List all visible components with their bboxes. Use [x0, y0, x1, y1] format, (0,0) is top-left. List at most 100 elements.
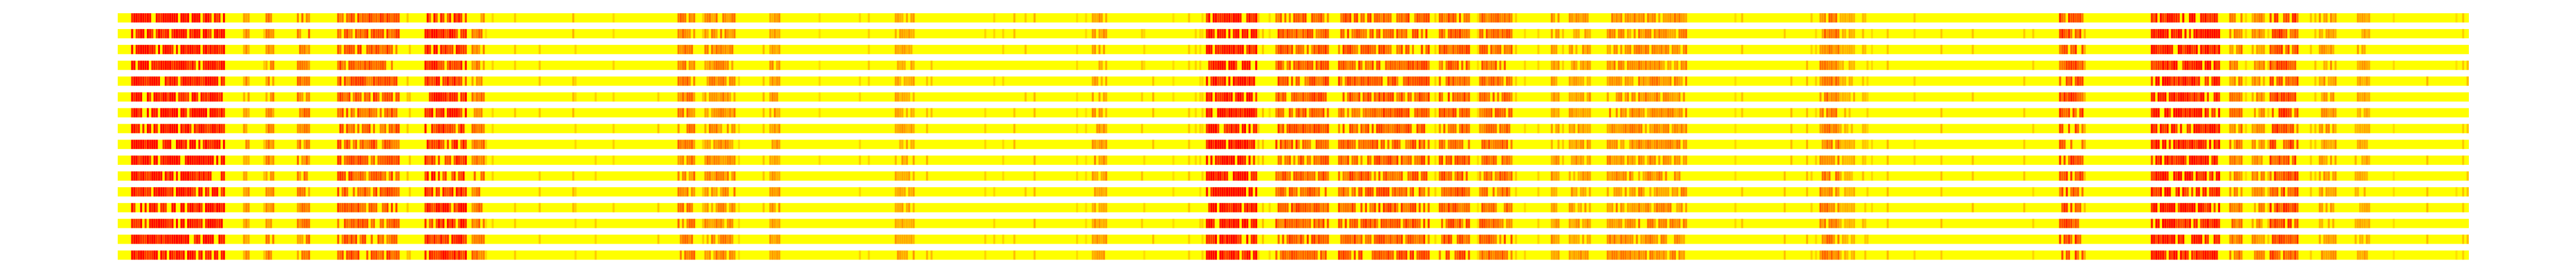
heatmap-cell	[460, 187, 463, 197]
heatmap-cell	[155, 171, 158, 181]
heatmap-cell	[2216, 92, 2218, 102]
heatmap-cell	[1508, 124, 1511, 134]
heatmap-cell	[1324, 76, 1327, 86]
heatmap-cell	[2157, 187, 2160, 197]
heatmap-cell	[476, 76, 478, 86]
heatmap-cell	[711, 28, 714, 38]
heatmap-cell	[1831, 202, 1833, 212]
heatmap-cell	[1461, 60, 1464, 70]
heatmap-cell	[185, 92, 187, 102]
heatmap-cell	[612, 124, 615, 134]
heatmap-cell	[2285, 171, 2288, 181]
heatmap-cell	[1642, 187, 1645, 197]
heatmap-cell	[351, 60, 353, 70]
heatmap-cell	[2251, 140, 2254, 150]
heatmap-cell	[1492, 60, 1495, 70]
heatmap-cell	[1306, 187, 1309, 197]
heatmap-cell	[375, 76, 378, 86]
heatmap-cell	[207, 92, 210, 102]
heatmap-cell	[693, 28, 696, 38]
heatmap-cell	[299, 171, 302, 181]
heatmap-cell	[157, 44, 160, 54]
heatmap-cell	[362, 60, 364, 70]
heatmap-cell	[2209, 44, 2212, 54]
heatmap-cell	[1575, 92, 1578, 102]
heatmap-cell	[456, 108, 458, 118]
heatmap-cell	[1871, 202, 1874, 212]
heatmap-cell	[2327, 44, 2330, 54]
heatmap-cell	[453, 108, 456, 118]
heatmap-cell	[1405, 187, 1407, 197]
heatmap-cell	[684, 28, 686, 38]
heatmap-cell	[1385, 171, 1388, 181]
heatmap-cell	[1561, 44, 1564, 54]
heatmap-cell	[1658, 171, 1661, 181]
heatmap-cell	[2180, 108, 2182, 118]
heatmap-cell	[2292, 187, 2294, 197]
heatmap-cell	[180, 202, 183, 212]
heatmap-cell	[353, 60, 355, 70]
heatmap-cell	[1407, 108, 1410, 118]
heatmap-cell	[2366, 13, 2368, 22]
heatmap-cell	[1237, 108, 1239, 118]
heatmap-cell	[1665, 28, 1667, 38]
heatmap-cell	[1655, 44, 1659, 54]
heatmap-cell	[223, 44, 226, 54]
heatmap-cell	[910, 187, 913, 197]
heatmap-cell	[711, 60, 714, 70]
heatmap-cell	[704, 13, 707, 22]
heatmap-cell	[1584, 202, 1587, 212]
heatmap-cell	[194, 171, 196, 181]
heatmap-cell	[1275, 187, 1278, 197]
heatmap-cell	[1423, 60, 1425, 70]
heatmap-cell	[776, 156, 778, 165]
heatmap-cell	[171, 60, 174, 70]
heatmap-cell	[1629, 187, 1632, 197]
heatmap-cell	[1411, 202, 1414, 212]
heatmap-cell	[440, 124, 442, 134]
heatmap-cell	[296, 171, 299, 181]
heatmap-cell	[136, 187, 138, 197]
heatmap-cell	[1244, 108, 1247, 118]
heatmap-cell	[1553, 13, 1556, 22]
heatmap-cell	[346, 92, 349, 102]
heatmap-cell	[2319, 44, 2321, 54]
heatmap-cell	[478, 108, 481, 118]
heatmap-cell	[354, 28, 357, 38]
heatmap-cell	[1463, 13, 1466, 22]
heatmap-cell	[1392, 156, 1394, 165]
heatmap-cell	[682, 108, 685, 118]
heatmap-cell	[726, 156, 729, 165]
heatmap-cell	[471, 156, 474, 165]
heatmap-cell	[194, 140, 196, 150]
heatmap-cell	[1226, 124, 1228, 134]
heatmap-cell	[1222, 76, 1224, 86]
heatmap-cell	[1611, 202, 1614, 212]
heatmap-cell	[1506, 28, 1509, 38]
heatmap-cell	[1490, 124, 1493, 134]
heatmap-cell	[1405, 140, 1407, 150]
heatmap-cell	[304, 202, 306, 212]
heatmap-cell	[1210, 140, 1213, 150]
heatmap-cell	[339, 140, 342, 150]
heatmap-cell	[2169, 108, 2171, 118]
heatmap-cell	[1678, 28, 1681, 38]
heatmap-cell	[299, 108, 302, 118]
heatmap-cell	[265, 28, 268, 38]
heatmap-cell	[677, 92, 680, 102]
heatmap-cell	[1347, 202, 1349, 212]
heatmap-cell	[173, 156, 176, 165]
heatmap-cell	[337, 28, 339, 38]
heatmap-cell	[1839, 60, 1842, 70]
heatmap-cell	[2274, 156, 2276, 165]
heatmap-cell	[207, 140, 210, 150]
heatmap-cell	[2070, 28, 2073, 38]
heatmap-cell	[1678, 124, 1681, 134]
heatmap-cell	[818, 108, 821, 118]
heatmap-cell	[1362, 28, 1365, 38]
heatmap-cell	[702, 28, 704, 38]
heatmap-cell	[1306, 171, 1309, 181]
heatmap-cell	[1806, 60, 1808, 70]
heatmap-cell	[1450, 140, 1452, 150]
heatmap-cell	[2184, 187, 2187, 197]
